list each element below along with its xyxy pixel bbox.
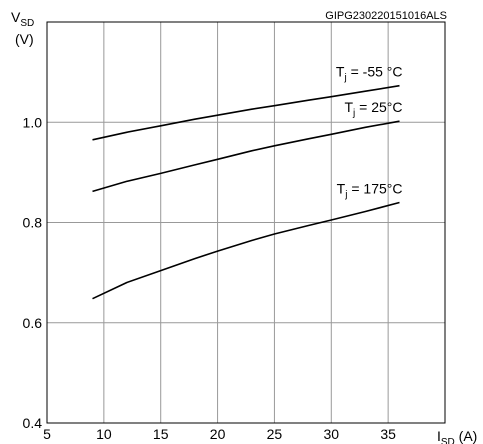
x-tick-label: 25 <box>267 426 283 442</box>
y-tick-label: 0.4 <box>23 415 43 431</box>
x-tick-label: 5 <box>43 426 51 442</box>
series-line <box>92 201 400 300</box>
y-axis-label: VSD <box>11 9 34 29</box>
y-tick-label: 1.0 <box>23 114 43 130</box>
series-line <box>92 84 400 141</box>
x-tick-labels: 5 10 15 20 25 30 35 <box>43 426 396 442</box>
figure-code: GIPG230220151016ALS <box>325 10 447 22</box>
x-axis-label: ISD (A) <box>437 428 477 444</box>
series-lines <box>92 84 400 300</box>
grid <box>47 22 445 423</box>
x-tick-label: 35 <box>380 426 396 442</box>
series-line <box>92 120 400 193</box>
x-tick-label: 30 <box>323 426 339 442</box>
x-tick-label: 20 <box>210 426 226 442</box>
series-labels: Tj = -55 °C Tj = 25°C Tj = 175°C <box>336 64 403 201</box>
series-label: Tj = -55 °C <box>336 64 403 84</box>
y-tick-labels: 0.4 0.6 0.8 1.0 <box>23 114 43 431</box>
y-axis-unit: (V) <box>15 31 34 47</box>
y-tick-label: 0.8 <box>23 215 43 231</box>
x-tick-label: 10 <box>96 426 112 442</box>
y-tick-label: 0.6 <box>23 315 43 331</box>
x-tick-label: 15 <box>153 426 169 442</box>
series-label: Tj = 175°C <box>337 180 403 200</box>
plot-frame <box>46 21 446 424</box>
series-label: Tj = 25°C <box>344 99 402 119</box>
